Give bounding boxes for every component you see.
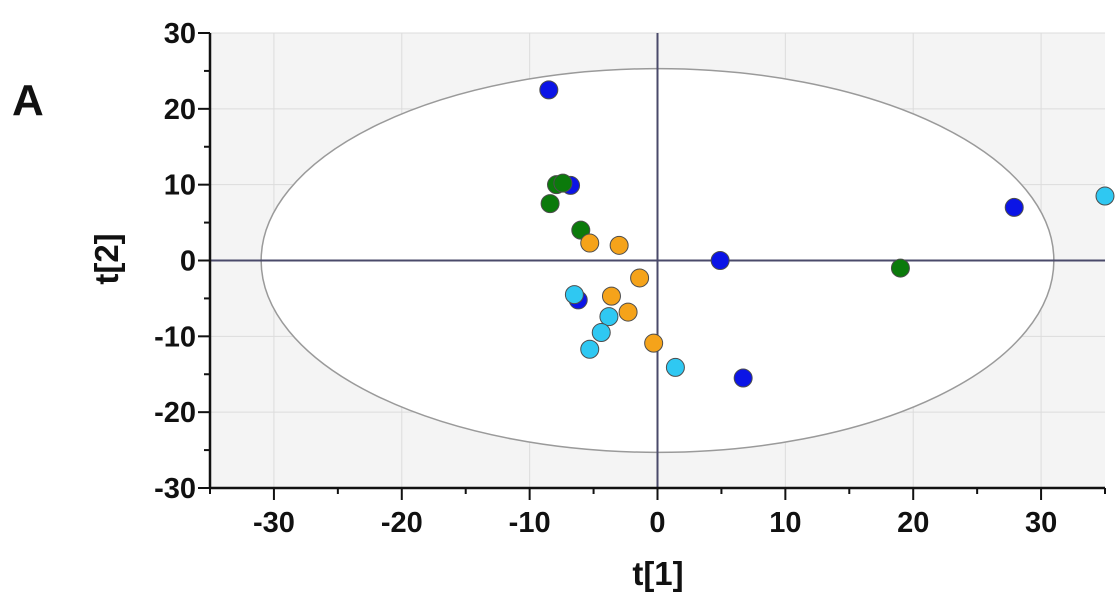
data-point-green	[540, 194, 560, 214]
y-tick-label: -30	[154, 473, 196, 505]
data-point-blue	[710, 251, 730, 270]
y-tick-label: 30	[164, 18, 196, 50]
data-point-orange	[630, 268, 650, 288]
data-point-orange	[618, 302, 638, 322]
data-point-green	[890, 258, 910, 278]
x-tick-label: 20	[897, 507, 929, 539]
data-point-cyan	[665, 357, 685, 377]
x-tick-label: 10	[769, 507, 801, 539]
data-point-cyan	[599, 307, 619, 327]
x-axis-title: t[1]	[632, 555, 683, 592]
x-tick-label: 30	[1025, 507, 1057, 539]
data-point-cyan	[564, 285, 584, 305]
data-point-cyan	[580, 339, 600, 359]
panel-label: A	[12, 76, 44, 125]
x-tick-label: -20	[381, 507, 423, 539]
data-point-blue	[733, 368, 753, 388]
y-tick-label: 10	[164, 170, 196, 202]
data-point-orange	[601, 286, 621, 306]
x-tick-label: 0	[649, 507, 665, 539]
x-tick-label: -30	[253, 507, 295, 539]
y-tick-label: -10	[154, 321, 196, 353]
data-point-blue	[539, 80, 559, 100]
data-point-orange	[644, 333, 664, 353]
y-axis-title: t[2]	[88, 233, 125, 284]
y-tick-label: -20	[154, 397, 196, 429]
data-point-orange	[609, 235, 629, 255]
data-point-cyan	[1095, 186, 1115, 206]
data-point-blue	[1004, 197, 1024, 217]
data-point-cyan	[591, 323, 611, 343]
y-tick-label: 20	[164, 94, 196, 126]
data-point-green	[553, 173, 573, 193]
y-tick-label: 0	[180, 246, 196, 278]
data-point-orange	[580, 233, 600, 253]
x-tick-label: -10	[509, 507, 551, 539]
